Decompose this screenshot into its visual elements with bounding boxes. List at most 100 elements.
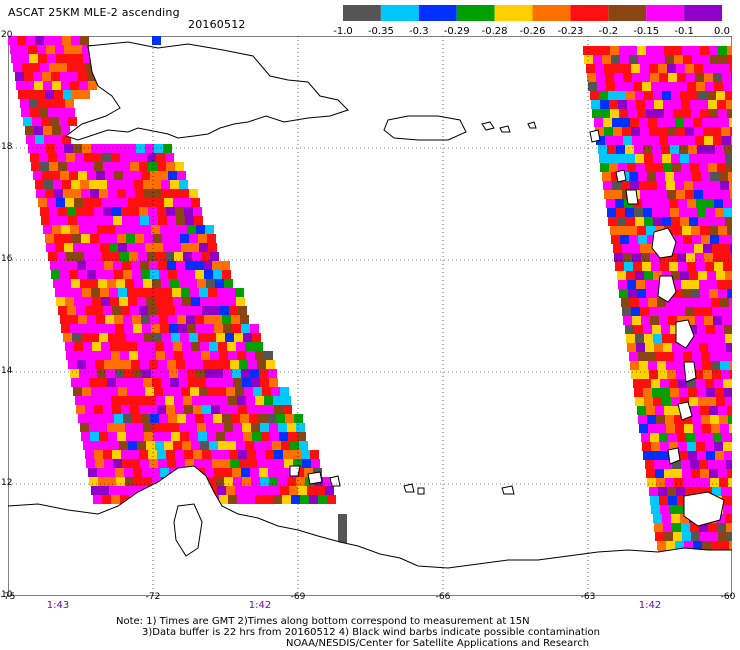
data-cell: [667, 370, 676, 379]
data-cell: [665, 352, 674, 361]
data-cell: [66, 108, 75, 117]
data-cell: [133, 225, 142, 234]
data-cell: [148, 207, 157, 216]
data-cell: [252, 333, 261, 342]
data-cell: [158, 360, 167, 369]
data-cell: [46, 45, 55, 54]
data-cell: [167, 216, 176, 225]
data-cell: [234, 432, 243, 441]
data-cell: [703, 190, 712, 199]
data-cell: [610, 226, 619, 235]
data-cell: [143, 378, 152, 387]
data-cell: [62, 36, 71, 45]
data-cell: [130, 162, 139, 171]
data-cell: [126, 189, 135, 198]
data-cell: [619, 289, 628, 298]
data-cell: [87, 171, 96, 180]
data-cell: [674, 55, 683, 64]
data-cell: [168, 414, 177, 423]
data-cell: [651, 82, 660, 91]
data-cell: [623, 316, 632, 325]
data-cell: [694, 487, 703, 496]
data-cell: [141, 270, 150, 279]
data-cell: [65, 99, 74, 108]
data-cell: [671, 397, 680, 406]
data-cell: [214, 324, 223, 333]
data-cell: [666, 298, 675, 307]
data-cell: [723, 442, 732, 451]
data-cell: [221, 459, 230, 468]
note-line-3: NOAA/NESDIS/Center for Satellite Applica…: [286, 638, 590, 649]
data-cell: [635, 397, 644, 406]
data-cell: [73, 45, 82, 54]
data-cell: [599, 154, 608, 163]
data-cell: [666, 361, 675, 370]
data-cell: [592, 46, 601, 55]
data-cell: [98, 279, 107, 288]
data-cell: [104, 261, 113, 270]
data-cell: [196, 369, 205, 378]
data-cell: [182, 297, 191, 306]
data-cell: [281, 441, 290, 450]
data-cell: [689, 217, 698, 226]
data-cell: [180, 234, 189, 243]
data-cell: [683, 478, 692, 487]
data-cell: [696, 262, 705, 271]
data-cell: [250, 324, 259, 333]
data-cell: [647, 55, 656, 64]
data-cell: [665, 415, 674, 424]
data-cell: [78, 414, 87, 423]
data-cell: [13, 63, 22, 72]
colorbar-swatch: [494, 5, 533, 21]
data-cell: [271, 387, 280, 396]
data-cell: [162, 234, 171, 243]
data-cell: [633, 379, 642, 388]
data-cell: [204, 315, 213, 324]
colorbar-tick-label: -0.35: [367, 26, 394, 37]
data-cell: [687, 262, 696, 271]
data-cell: [175, 162, 184, 171]
data-cell: [675, 541, 684, 550]
data-cell: [685, 64, 694, 73]
data-cell: [76, 306, 85, 315]
data-cell: [112, 405, 121, 414]
data-cell: [86, 261, 95, 270]
data-cell: [730, 244, 732, 253]
data-cell: [245, 342, 254, 351]
data-cell: [290, 441, 299, 450]
data-cell: [725, 217, 732, 226]
colorbar-swatch: [418, 5, 457, 21]
data-cell: [109, 288, 118, 297]
data-cell: [157, 162, 166, 171]
data-cell: [87, 414, 96, 423]
data-cell: [686, 253, 695, 262]
data-cell: [599, 91, 608, 100]
data-cell: [626, 91, 635, 100]
data-cell: [217, 486, 226, 495]
data-cell: [76, 162, 85, 171]
data-cell: [698, 397, 707, 406]
data-cell: [214, 468, 223, 477]
data-cell: [130, 450, 139, 459]
data-cell: [658, 487, 667, 496]
data-cell: [208, 288, 217, 297]
data-cell: [725, 154, 732, 163]
data-cell: [62, 279, 71, 288]
data-cell: [726, 343, 732, 352]
data-cell: [69, 72, 78, 81]
data-cell: [650, 253, 659, 262]
data-cell: [84, 252, 93, 261]
data-cell: [622, 307, 631, 316]
data-cell: [652, 388, 661, 397]
data-cell: [123, 171, 132, 180]
data-cell: [266, 360, 275, 369]
data-cell: [208, 243, 217, 252]
data-cell: [728, 352, 732, 361]
data-cell: [215, 423, 224, 432]
data-cell: [47, 198, 56, 207]
data-cell: [637, 289, 646, 298]
data-cell: [107, 180, 116, 189]
data-cell: [729, 541, 732, 550]
data-cell: [655, 109, 664, 118]
data-cell: [69, 315, 78, 324]
